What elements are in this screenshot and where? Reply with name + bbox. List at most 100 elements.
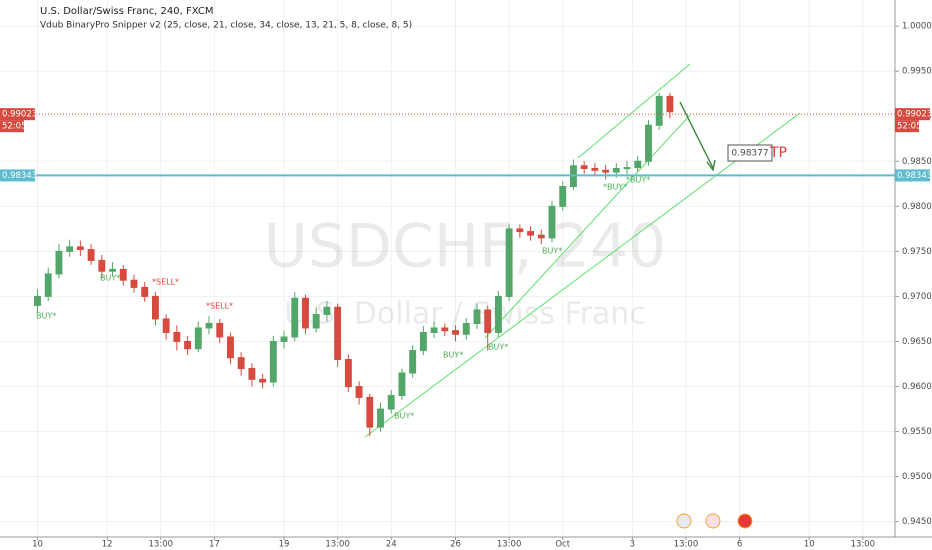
x-tick-label: 24 [386, 540, 397, 550]
x-tick-label: Oct [555, 540, 570, 550]
candle-body [505, 228, 513, 297]
signal-label: *SELL* [206, 302, 233, 311]
candle-body [612, 167, 620, 173]
event-icon[interactable] [676, 513, 692, 529]
grid [0, 0, 895, 537]
candle-body [184, 340, 192, 350]
candle-body [537, 234, 545, 239]
candle-body [34, 295, 41, 306]
candle-body [119, 268, 127, 281]
signal-label: *BUY* [603, 183, 627, 192]
forecast-arrow [679, 101, 714, 169]
candle-body [494, 295, 502, 333]
chart-title: U.S. Dollar/Swiss Franc, 240, FXCM [40, 6, 213, 17]
signal-label: BUY* [488, 343, 508, 352]
candle-body [634, 160, 642, 169]
candle-body [98, 259, 106, 272]
candle-body [173, 331, 181, 342]
candle-body [344, 359, 352, 388]
signal-label: BUY* [443, 351, 463, 360]
candle-body [484, 309, 492, 333]
x-tick-label: 13:00 [149, 540, 174, 550]
target-label: 0.98377 [731, 149, 768, 159]
last-price-tag [895, 108, 930, 121]
level-tag [0, 169, 35, 182]
trend-line [577, 63, 691, 159]
candle-body [623, 167, 631, 170]
y-tick-label: 1.00000 [902, 22, 932, 32]
trend-line [484, 114, 691, 339]
candle-body [44, 273, 52, 297]
tp-label: TP [769, 145, 787, 161]
candle-body [66, 246, 74, 252]
candle-body [548, 205, 556, 239]
candle-body [419, 331, 427, 351]
candle-body [141, 286, 149, 297]
candle-body [580, 165, 588, 169]
candle-body [645, 124, 652, 162]
candle-body [366, 396, 374, 428]
candle-body [666, 95, 674, 113]
candle-body [216, 322, 224, 338]
x-tick-label: 6 [737, 540, 742, 550]
candle-body [473, 309, 481, 324]
candle-body [334, 306, 342, 361]
signal-label: BUY* [36, 312, 56, 321]
candle-body [205, 322, 213, 329]
last-price-tag [0, 108, 35, 121]
x-tick-label: 13:00 [497, 540, 522, 550]
last-price-label: 0.99023 [2, 110, 37, 120]
x-tick-label: 12 [102, 540, 113, 550]
event-icon[interactable] [737, 513, 753, 529]
candle-body [87, 249, 95, 261]
candle-body [355, 386, 363, 398]
countdown-tag [0, 120, 24, 133]
candle-body [398, 372, 406, 397]
candle-body [559, 186, 567, 207]
signal-label: BUY* [100, 274, 120, 283]
x-tick-label: 13:00 [674, 540, 699, 550]
countdown-label: 52:05 [897, 122, 922, 132]
candle-body [302, 297, 309, 329]
x-tick-label: 10 [804, 540, 815, 550]
candle-body [430, 327, 438, 333]
event-icon[interactable] [705, 513, 721, 529]
level-tag [895, 169, 930, 182]
candle-body [462, 322, 470, 335]
signal-label: *BUY* [626, 176, 650, 185]
x-tick-label: 13:00 [325, 540, 350, 550]
candle-body [323, 306, 331, 315]
level-tag-label: 0.98343 [897, 171, 932, 181]
candle-body [194, 327, 202, 350]
candle-body [280, 336, 288, 342]
x-tick-label: 26 [450, 540, 461, 550]
candle-body [162, 318, 170, 333]
x-tick-label: 13:00 [851, 540, 876, 550]
candle-body [227, 336, 234, 359]
y-tick-label: 0.99500 [902, 67, 932, 77]
candle-body [409, 349, 417, 374]
candle-body [151, 295, 159, 320]
signal-label: *SELL* [152, 278, 179, 287]
candle-body [655, 95, 663, 126]
candle-body [130, 279, 138, 288]
watermark-symbol: USDCHF, 240 [264, 212, 666, 282]
candle-body [291, 297, 299, 338]
candle-body [377, 408, 384, 428]
x-tick-label: 17 [209, 540, 220, 550]
plot-area [0, 92, 895, 437]
signal-label: BUY* [394, 412, 414, 421]
countdown-label: 52:05 [2, 122, 27, 132]
